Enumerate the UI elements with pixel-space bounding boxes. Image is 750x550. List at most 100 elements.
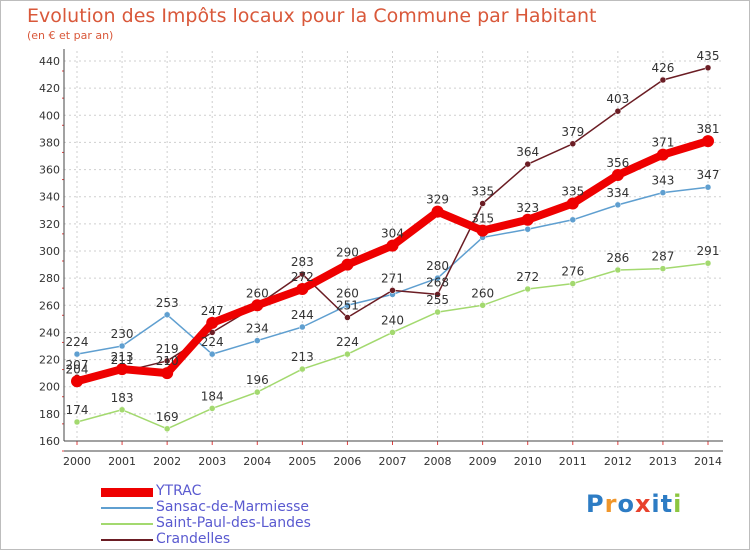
data-label: 247 (201, 304, 224, 318)
data-label: 204 (66, 362, 89, 376)
data-point (521, 213, 534, 226)
data-point (386, 239, 399, 252)
data-point (656, 148, 669, 161)
logo-letter: P (586, 490, 605, 518)
logo-letter: o (617, 490, 635, 518)
legend-label: YTRAC (156, 483, 202, 499)
data-label: 210 (156, 354, 179, 368)
data-point (476, 224, 489, 237)
data-label: 219 (156, 342, 179, 356)
y-tick-label: 180 (39, 408, 60, 421)
x-tick-label: 2008 (424, 455, 452, 468)
data-point (116, 363, 129, 376)
data-label: 260 (336, 286, 359, 300)
logo-letter: x (634, 490, 652, 518)
data-label: 329 (426, 193, 449, 207)
data-label: 196 (246, 373, 269, 387)
data-point (614, 107, 622, 115)
y-tick-label: 220 (39, 354, 60, 367)
data-label: 403 (606, 92, 629, 106)
data-point (479, 302, 486, 309)
data-point (71, 375, 83, 388)
data-label: 334 (606, 186, 629, 200)
data-point (208, 329, 216, 336)
data-label: 283 (291, 255, 314, 269)
data-point (251, 299, 264, 312)
legend-label: Crandelles (156, 531, 231, 547)
y-tick-label: 200 (39, 381, 60, 394)
data-label: 343 (651, 174, 674, 188)
data-label: 371 (651, 136, 674, 150)
data-label: 290 (336, 246, 359, 260)
data-label: 291 (697, 244, 720, 258)
data-label: 335 (471, 185, 494, 199)
y-tick-label: 440 (39, 55, 60, 68)
data-label: 347 (697, 168, 720, 182)
data-point (206, 316, 219, 329)
x-tick-label: 2003 (198, 455, 226, 468)
data-label: 335 (561, 185, 584, 199)
data-point (299, 365, 306, 373)
y-tick-label: 300 (39, 245, 60, 258)
data-point (434, 308, 441, 316)
x-tick-label: 2009 (469, 455, 497, 468)
y-tick-label: 160 (39, 435, 60, 448)
y-tick-label: 280 (39, 272, 60, 285)
data-point (73, 350, 81, 358)
data-label: 304 (381, 227, 404, 241)
data-point (73, 418, 81, 426)
y-tick-label: 360 (39, 164, 60, 177)
data-label: 364 (516, 145, 539, 159)
data-label: 381 (697, 122, 720, 136)
x-tick-label: 2002 (153, 455, 181, 468)
data-point (614, 201, 622, 209)
data-label: 253 (156, 296, 179, 310)
data-label: 213 (291, 350, 314, 364)
data-point (524, 226, 531, 233)
data-point (702, 135, 714, 148)
data-label: 183 (111, 391, 134, 405)
data-point (704, 64, 712, 72)
x-tick-label: 2000 (63, 455, 91, 468)
x-tick-label: 2004 (243, 455, 271, 468)
data-label: 224 (66, 335, 89, 349)
chart-title: Evolution des Impôts locaux pour la Comm… (27, 5, 597, 27)
data-point (341, 258, 354, 271)
data-label: 272 (291, 270, 314, 284)
x-tick-label: 2012 (604, 455, 632, 468)
data-point (163, 311, 171, 319)
y-tick-label: 260 (39, 299, 60, 312)
data-point (569, 280, 577, 287)
data-point (161, 367, 174, 380)
data-label: 255 (426, 293, 449, 307)
data-label: 174 (66, 403, 89, 417)
x-tick-label: 2011 (559, 455, 587, 468)
data-point (254, 337, 261, 344)
data-point (208, 350, 216, 358)
data-point (344, 302, 351, 309)
data-point (299, 270, 306, 278)
x-tick-label: 2014 (694, 455, 722, 468)
data-point (524, 160, 531, 168)
data-point (659, 265, 667, 272)
x-tick-label: 2013 (649, 455, 677, 468)
data-point (434, 274, 441, 282)
y-tick-label: 240 (39, 326, 60, 339)
data-label: 244 (291, 308, 314, 322)
data-point (704, 183, 712, 191)
data-label: 260 (471, 286, 494, 300)
data-point (208, 405, 216, 412)
logo-letter: i (651, 490, 661, 518)
data-point (254, 388, 261, 396)
data-point (296, 283, 309, 295)
data-label: 287 (651, 250, 674, 264)
logo-letter: i (673, 490, 683, 518)
x-tick-label: 2005 (288, 455, 316, 468)
logo-letter: t (660, 490, 674, 518)
data-point (431, 205, 444, 218)
data-point (524, 285, 531, 293)
data-label: 315 (471, 212, 494, 226)
data-point (704, 259, 712, 267)
